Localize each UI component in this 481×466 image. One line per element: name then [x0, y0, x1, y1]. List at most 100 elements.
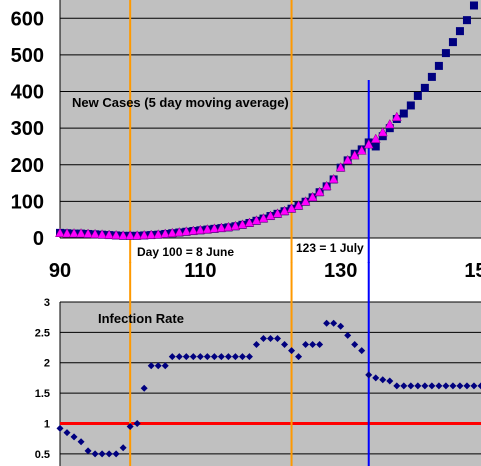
rate-diamond-point: [358, 347, 366, 355]
cases-triangle-point: [146, 229, 157, 239]
rate-diamond-point: [400, 382, 408, 390]
rate-diamond-point: [84, 447, 92, 455]
infection-rate-chart: 0.5 1 1.5 2 2.5 3 Infection Rate: [35, 262, 481, 466]
cases-y-tick: 400: [11, 82, 44, 104]
rate-diamond-point: [91, 450, 99, 458]
rate-diamond-point: [323, 319, 331, 327]
cases-triangle-point: [132, 230, 143, 240]
rate-diamond-point: [295, 353, 303, 361]
day123-annotation: 123 = 1 July: [296, 241, 364, 255]
rate-vertical-markers: [129, 262, 370, 466]
cases-y-tick: 0: [33, 228, 44, 250]
cases-square-point: [371, 142, 380, 151]
cases-triangle-point: [363, 139, 374, 149]
rate-diamond-point: [456, 382, 464, 390]
rate-diamond-point: [259, 334, 267, 342]
rate-diamond-point: [309, 341, 317, 349]
cases-triangle-point: [349, 150, 360, 160]
cases-triangle-point: [223, 221, 234, 232]
rate-diamond-point: [316, 341, 324, 349]
rate-y-tick: 3: [44, 297, 50, 309]
cases-triangle-point: [104, 229, 115, 239]
cases-triangle-point: [160, 228, 171, 238]
rate-diamond-point: [147, 362, 155, 370]
rate-diamond-point: [463, 382, 471, 390]
rate-y-tick: 2: [44, 358, 50, 370]
rate-diamond-point: [421, 382, 429, 390]
rate-diamond-point: [63, 429, 71, 437]
cases-triangle-point: [258, 213, 269, 223]
cases-y-tick: 500: [11, 45, 44, 67]
rate-diamond-point: [182, 353, 190, 361]
cases-triangle-point: [202, 224, 213, 234]
rate-diamond-point: [98, 450, 106, 458]
cases-triangle-point: [153, 229, 164, 239]
rate-diamond-point: [274, 334, 282, 342]
cases-triangle-point: [167, 227, 178, 237]
cases-triangle-point: [391, 111, 402, 121]
rate-chart-title: Infection Rate: [98, 311, 184, 326]
cases-y-tick: 300: [11, 118, 44, 140]
rate-diamond-point: [351, 341, 359, 349]
cases-vertical-markers: [129, 0, 370, 263]
rate-points: [56, 319, 481, 458]
cases-triangle-point: [321, 180, 332, 191]
cases-triangle-point: [118, 230, 129, 240]
rate-diamond-point: [407, 382, 415, 390]
cases-triangle-point: [83, 228, 93, 238]
cases-triangle-point: [335, 162, 346, 172]
rate-diamond-point: [344, 331, 352, 339]
cases-triangle-point: [90, 228, 100, 239]
rate-y-tick: 1.5: [35, 388, 50, 400]
rate-diamond-point: [372, 374, 380, 382]
rate-diamond-point: [435, 382, 443, 390]
rate-diamond-point: [365, 371, 373, 379]
cases-y-tick: 600: [11, 8, 44, 30]
rate-diamond-point: [224, 353, 232, 361]
cases-triangle-point: [342, 154, 353, 165]
rate-diamond-point: [112, 450, 120, 458]
rate-diamond-point: [386, 377, 394, 385]
rate-diamond-point: [56, 424, 64, 432]
cases-triangle-point: [279, 205, 290, 216]
cases-triangle-point: [356, 145, 367, 155]
cases-triangle-point: [62, 228, 72, 238]
cases-x-tick-labels: 90 110 130 150: [49, 260, 481, 282]
cases-square-point: [427, 72, 436, 81]
rate-diamond-point: [449, 382, 457, 390]
cases-plot-area: [60, 0, 481, 238]
rate-diamond-point: [77, 438, 85, 446]
rate-diamond-point: [470, 382, 478, 390]
cases-triangle-point: [370, 133, 381, 143]
cases-square-point: [413, 91, 422, 100]
rate-diamond-point: [442, 382, 450, 390]
cases-square-point: [455, 27, 464, 36]
rate-diamond-point: [210, 353, 218, 361]
rate-diamond-point: [231, 353, 239, 361]
day100-annotation: Day 100 = 8 June: [137, 245, 234, 259]
rate-diamond-point: [196, 353, 204, 361]
rate-diamond-point: [70, 433, 78, 441]
rate-diamond-point: [337, 322, 345, 330]
rate-y-tick: 0.5: [35, 449, 50, 461]
rate-diamond-point: [140, 384, 148, 392]
rate-diamond-point: [161, 362, 169, 370]
rate-y-tick-labels: 0.5 1 1.5 2 2.5 3: [35, 297, 50, 461]
cases-chart-title: New Cases (5 day moving average): [72, 95, 289, 110]
cases-square-point: [434, 61, 443, 70]
cases-square-point: [448, 38, 457, 47]
cases-triangle-point: [293, 200, 304, 210]
cases-x-tick: 90: [49, 260, 71, 282]
rate-diamond-point: [414, 382, 422, 390]
cases-triangle-point: [209, 223, 220, 233]
cases-triangle-point: [307, 191, 318, 202]
rate-diamond-point: [252, 341, 260, 349]
rate-diamond-point: [245, 353, 253, 361]
cases-triangle-point: [237, 219, 248, 229]
cases-triangle-point: [216, 222, 227, 232]
cases-triangle-point: [76, 228, 86, 238]
rate-y-tick: 2.5: [35, 327, 50, 339]
cases-triangle-point: [328, 173, 339, 184]
rate-diamond-point: [393, 382, 401, 390]
